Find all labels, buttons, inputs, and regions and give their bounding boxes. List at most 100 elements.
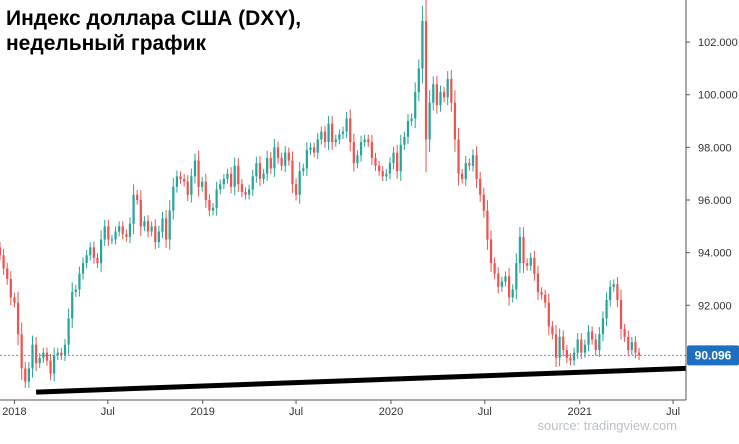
candle xyxy=(266,150,269,181)
candle-body xyxy=(627,336,630,350)
candle xyxy=(312,142,316,158)
candle-body xyxy=(85,255,88,264)
candle xyxy=(305,142,309,177)
candle-body xyxy=(533,257,536,274)
candle xyxy=(99,230,103,273)
candle xyxy=(229,167,233,194)
candle-body xyxy=(219,184,222,190)
candle xyxy=(511,284,514,303)
candle xyxy=(385,168,388,182)
candle xyxy=(388,157,392,180)
candle-body xyxy=(266,157,269,174)
candle xyxy=(190,168,193,203)
candle xyxy=(591,326,594,345)
candle xyxy=(356,150,359,169)
candle-body xyxy=(493,263,496,274)
candle xyxy=(616,277,619,308)
candle-body xyxy=(190,176,193,195)
candle xyxy=(157,225,160,248)
candle xyxy=(428,90,431,152)
candle xyxy=(334,134,337,147)
candle-body xyxy=(211,207,215,211)
candle xyxy=(612,279,615,292)
candle-body xyxy=(616,284,619,300)
candle xyxy=(27,361,31,389)
candle-body xyxy=(338,134,341,140)
candle-body xyxy=(132,194,135,224)
y-tick-label: 92.000 xyxy=(698,300,732,312)
candle xyxy=(410,113,413,126)
candle-body xyxy=(13,297,16,303)
candle-body xyxy=(594,339,597,350)
candle-body xyxy=(352,142,355,164)
candle-body xyxy=(226,173,229,179)
candle-body xyxy=(569,357,572,361)
candle xyxy=(114,226,117,245)
candle xyxy=(143,216,146,232)
candle-body xyxy=(403,136,406,145)
candle xyxy=(154,219,157,250)
candle-body xyxy=(464,163,467,179)
x-tick-label: 2021 xyxy=(568,406,592,418)
candle xyxy=(92,241,95,264)
candle xyxy=(298,161,301,204)
candle xyxy=(316,133,319,160)
candle xyxy=(118,221,121,237)
candle xyxy=(489,230,493,273)
candle xyxy=(327,115,330,150)
candle xyxy=(13,292,16,308)
candle xyxy=(67,308,70,355)
candle-body xyxy=(591,331,594,340)
candle xyxy=(453,90,457,152)
candle-body xyxy=(118,226,121,232)
candle xyxy=(341,126,345,140)
y-tick-label: 96.000 xyxy=(698,195,732,207)
candle xyxy=(150,221,153,237)
candle-body xyxy=(457,139,460,174)
candle xyxy=(302,163,305,176)
chart-title: Индекс доллара США (DXY), недельный граф… xyxy=(6,7,302,55)
candle-body xyxy=(522,236,525,264)
candle xyxy=(255,156,258,183)
candle xyxy=(323,125,327,148)
candle xyxy=(331,115,334,150)
candle xyxy=(605,292,608,327)
candle xyxy=(569,353,572,366)
candle-body xyxy=(461,173,464,179)
candle xyxy=(421,6,424,84)
x-tick-label: 2019 xyxy=(190,406,214,418)
x-tick-label: 2020 xyxy=(379,406,403,418)
candle xyxy=(110,234,114,245)
candle xyxy=(479,171,482,202)
y-tick-label: 98.000 xyxy=(698,142,732,154)
candle xyxy=(197,150,200,197)
candle xyxy=(374,152,377,171)
candles xyxy=(0,0,641,389)
candle xyxy=(486,200,489,250)
candle xyxy=(103,219,106,246)
candle xyxy=(9,271,12,306)
candle-body xyxy=(229,173,233,187)
candle xyxy=(193,153,197,184)
candle-body xyxy=(60,352,63,356)
candle xyxy=(71,282,74,329)
candle-body xyxy=(497,273,500,287)
candle-body xyxy=(529,257,532,266)
candle-body xyxy=(164,218,168,240)
candle-body xyxy=(284,152,287,166)
candle-body xyxy=(237,165,240,185)
candle-body xyxy=(511,289,514,298)
y-axis-ticks: 92.000 94.000 96.000 98.000 100.000 102.000 xyxy=(686,37,738,312)
candle-body xyxy=(450,78,453,103)
candle-body xyxy=(96,257,99,264)
candle-body xyxy=(24,368,27,382)
candle-body xyxy=(74,289,77,293)
candle-body xyxy=(222,178,225,185)
candle xyxy=(370,135,374,165)
candle xyxy=(493,257,496,280)
candle xyxy=(435,75,438,114)
candle xyxy=(233,157,236,196)
candle-body xyxy=(27,368,31,382)
candle xyxy=(533,250,536,281)
